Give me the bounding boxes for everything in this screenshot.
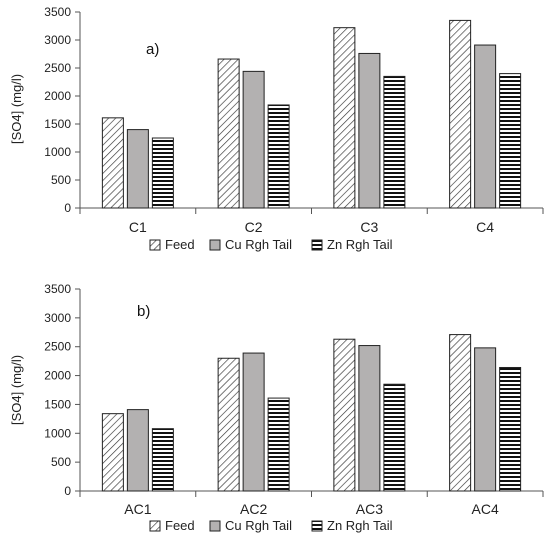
- bar-feed-c2: [217, 58, 240, 209]
- bar-cu-rgh-tail-c1: [126, 129, 149, 209]
- bar-zn-rgh-tail-ac1: [151, 428, 174, 492]
- bar-feed-ac4: [449, 334, 472, 492]
- legend-swatch: [149, 239, 161, 251]
- bar-zn-rgh-tail-ac4: [499, 366, 522, 492]
- y-tick-label: 0: [64, 201, 71, 215]
- y-tick-label: 1000: [44, 145, 71, 159]
- legend-label: Cu Rgh Tail: [225, 518, 292, 533]
- legend-label: Zn Rgh Tail: [327, 237, 393, 252]
- y-tick-label: 3500: [44, 282, 71, 296]
- y-tick-label: 2500: [44, 61, 71, 75]
- chart-b: [SO4] (mg/l) b) 0 500 1000 1500 2000 2500 3000…: [9, 282, 544, 533]
- bar-feed-c1: [101, 117, 124, 209]
- y-tick-label: 3000: [44, 33, 71, 47]
- bar-feed-ac3: [333, 338, 356, 492]
- bar-cu-rgh-tail-ac2: [242, 352, 265, 492]
- bar-cu-rgh-tail-c4: [474, 44, 497, 209]
- y-tick-label: 0: [64, 484, 71, 498]
- bar-feed-c4: [449, 19, 472, 209]
- legend-label: Zn Rgh Tail: [327, 518, 393, 533]
- y-tick-label: 1000: [44, 426, 71, 440]
- y-tick-label: 3000: [44, 311, 71, 325]
- category-label: C4: [476, 219, 494, 235]
- bar-cu-rgh-tail-ac4: [474, 347, 497, 492]
- legend-swatch: [311, 520, 323, 532]
- chart-b-y-axis-label: [SO4] (mg/l): [9, 355, 24, 425]
- bar-cu-rgh-tail-c3: [358, 52, 381, 209]
- legend-swatch: [209, 520, 221, 532]
- category-label: AC4: [472, 501, 499, 517]
- y-tick-label: 1500: [44, 117, 71, 131]
- y-tick-label: 2000: [44, 369, 71, 383]
- chart-b-bars: [101, 334, 522, 492]
- y-tick-label: 500: [51, 455, 71, 469]
- bar-zn-rgh-tail-c3: [383, 75, 406, 209]
- category-label: AC1: [124, 501, 151, 517]
- y-tick-label: 1500: [44, 397, 71, 411]
- category-label: AC2: [240, 501, 267, 517]
- chart-a-axes: 0 500 1000 1500 2000 2500 3000 3500: [44, 5, 544, 215]
- chart-b-category-labels: AC1 AC2 AC3 AC4: [124, 501, 499, 517]
- chart-a: [SO4] (mg/l) a) 0 500 1000 1500 2000 2500 3000…: [9, 5, 544, 252]
- category-label: C3: [360, 219, 378, 235]
- bar-cu-rgh-tail-c2: [242, 70, 265, 209]
- chart-a-panel-label: a): [146, 41, 159, 58]
- bar-feed-ac1: [101, 413, 124, 492]
- category-label: C2: [245, 219, 263, 235]
- chart-b-legend: Feed Cu Rgh Tail Zn Rgh Tail: [149, 518, 393, 533]
- bar-feed-ac2: [217, 357, 240, 492]
- legend-label: Feed: [165, 518, 195, 533]
- y-tick-label: 2000: [44, 89, 71, 103]
- bar-zn-rgh-tail-c4: [499, 73, 522, 209]
- legend-swatch: [209, 239, 221, 251]
- legend-label: Feed: [165, 237, 195, 252]
- bar-zn-rgh-tail-ac3: [383, 383, 406, 492]
- y-tick-label: 2500: [44, 340, 71, 354]
- y-tick-label: 500: [51, 173, 71, 187]
- chart-a-category-labels: C1 C2 C3 C4: [129, 219, 494, 235]
- legend-label: Cu Rgh Tail: [225, 237, 292, 252]
- bar-cu-rgh-tail-ac1: [126, 409, 149, 492]
- bar-zn-rgh-tail-c2: [267, 104, 290, 209]
- bar-feed-c3: [333, 27, 356, 209]
- chart-a-y-axis-label: [SO4] (mg/l): [9, 74, 24, 144]
- legend-swatch: [311, 239, 323, 251]
- bar-zn-rgh-tail-c1: [151, 137, 174, 209]
- bar-zn-rgh-tail-ac2: [267, 397, 290, 492]
- category-label: AC3: [356, 501, 383, 517]
- legend-swatch: [149, 520, 161, 532]
- y-tick-label: 3500: [44, 5, 71, 19]
- category-label: C1: [129, 219, 147, 235]
- chart-b-panel-label: b): [137, 303, 150, 320]
- bar-cu-rgh-tail-ac3: [358, 345, 381, 492]
- chart-a-legend: Feed Cu Rgh Tail Zn Rgh Tail: [149, 237, 393, 252]
- chart-a-bars: [101, 19, 522, 209]
